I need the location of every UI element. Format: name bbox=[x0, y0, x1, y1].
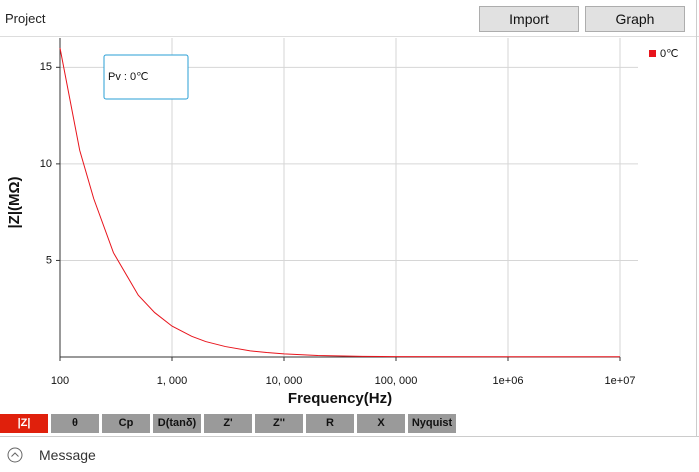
legend-swatch bbox=[649, 50, 656, 57]
tab[interactable]: D(tanδ) bbox=[153, 414, 201, 433]
border bbox=[696, 0, 697, 436]
y-tick-label: 15 bbox=[40, 61, 52, 73]
collapse-icon[interactable] bbox=[5, 445, 25, 465]
separator bbox=[0, 36, 699, 37]
x-axis-label: Frequency(Hz) bbox=[288, 390, 392, 407]
y-axis-label: |Z|(MΩ) bbox=[6, 176, 23, 228]
y-tick-label: 5 bbox=[46, 254, 52, 266]
import-button[interactable]: Import bbox=[479, 6, 579, 32]
x-tick-label: 100, 000 bbox=[375, 375, 418, 387]
tab[interactable]: θ bbox=[51, 414, 99, 433]
y-tick-label: 10 bbox=[40, 158, 52, 170]
line bbox=[59, 47, 620, 358]
project-title: Project bbox=[5, 11, 46, 26]
tab[interactable]: Cp bbox=[102, 414, 150, 433]
x-tick-label: 1e+06 bbox=[493, 375, 524, 387]
x-tick-label: 1e+07 bbox=[605, 375, 636, 387]
annotation-box bbox=[103, 54, 189, 100]
separator bbox=[0, 436, 699, 437]
message-label: Message bbox=[39, 447, 96, 463]
x-tick-label: 10, 000 bbox=[266, 375, 303, 387]
graph-button[interactable]: Graph bbox=[585, 6, 685, 32]
tab[interactable]: Z'' bbox=[255, 414, 303, 433]
tab[interactable]: X bbox=[357, 414, 405, 433]
legend-label: 0℃ bbox=[660, 48, 678, 60]
tab[interactable]: Nyquist bbox=[408, 414, 456, 433]
annotation: Pv : 0℃ bbox=[108, 71, 148, 83]
x-tick-label: 1, 000 bbox=[157, 375, 188, 387]
x-tick-label: 100 bbox=[51, 375, 69, 387]
tab[interactable]: Z' bbox=[204, 414, 252, 433]
tab[interactable]: |Z| bbox=[0, 414, 48, 433]
chart: 5 10 15 100 1, 000 10, 000 100, 000 1e+06 1e+07 F… bbox=[6, 38, 678, 407]
tab[interactable]: R bbox=[306, 414, 354, 433]
